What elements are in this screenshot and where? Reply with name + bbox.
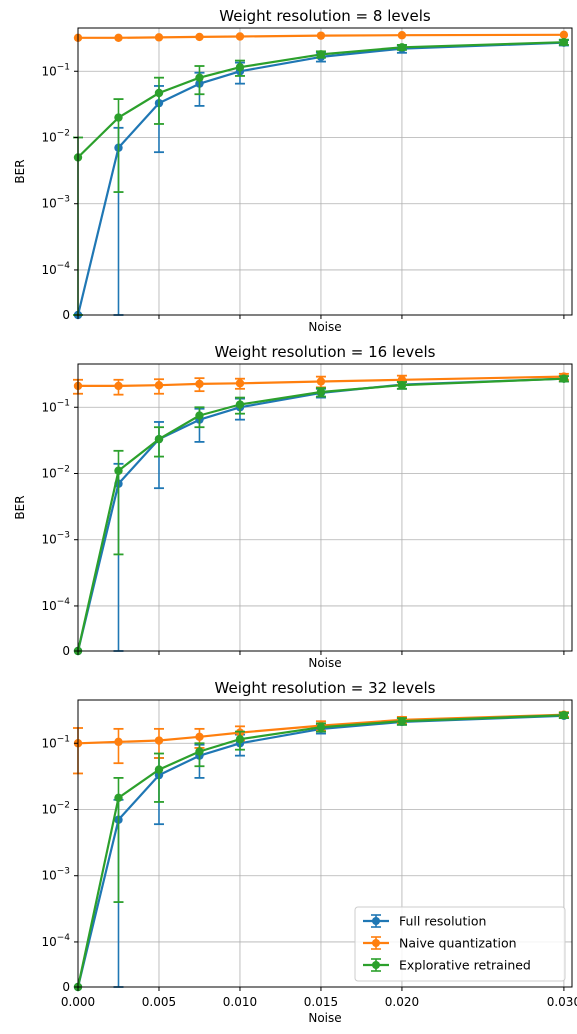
series-naive-quantization — [73, 372, 569, 396]
data-point — [316, 377, 326, 386]
y-axis-label: BER — [13, 495, 27, 519]
chart-panel-2: 0 10−4 10−3 10−2 10−1 Weight resolution = 16 … — [13, 343, 573, 670]
y-tick-label: 10−4 — [41, 933, 70, 949]
data-point — [235, 735, 245, 744]
axes-frame — [77, 363, 573, 652]
y-tick-label: 0 — [62, 308, 70, 322]
data-point — [114, 381, 123, 391]
data-point — [195, 73, 204, 82]
y-tick-label: 10−3 — [41, 531, 70, 547]
series-line — [78, 33, 564, 39]
legend-label: Explorative retrained — [399, 958, 531, 973]
y-tick-label: 0 — [62, 980, 70, 994]
x-tick-label: 0.030 — [547, 995, 577, 1009]
series-full-resolution — [73, 374, 569, 656]
y-tick-label: 10−3 — [41, 867, 70, 883]
legend: Full resolution Naive quantization Explora… — [354, 906, 566, 982]
y-tick-label: 10−2 — [41, 464, 70, 480]
data-point — [154, 381, 164, 390]
data-point — [235, 400, 245, 409]
data-point — [154, 765, 164, 774]
axes-frame — [77, 27, 573, 316]
x-tick-label: 0.000 — [61, 995, 95, 1009]
data-point — [114, 466, 123, 475]
legend-label: Naive quantization — [399, 936, 517, 951]
data-point — [195, 32, 204, 42]
series-line — [77, 41, 564, 159]
y-tick-label: 10−4 — [41, 261, 70, 277]
series-explorative-retrained — [73, 711, 569, 992]
data-point — [397, 717, 407, 726]
chart-panel-1: 0 10−4 10−3 10−2 10−1 Weight resolution = 8 l… — [13, 7, 573, 334]
chart-title: Weight resolution = 8 levels — [219, 7, 431, 25]
y-tick-label: 10−1 — [41, 62, 70, 78]
y-tick-label: 0 — [62, 644, 70, 658]
y-tick-label: 10−1 — [41, 398, 70, 414]
data-point — [235, 63, 245, 72]
data-point — [195, 732, 204, 742]
y-tick-label: 10−4 — [41, 597, 70, 613]
data-point — [154, 736, 164, 745]
legend-box — [354, 906, 566, 982]
series-line — [77, 713, 564, 745]
series-explorative-retrained — [73, 374, 569, 656]
data-point — [114, 113, 123, 122]
y-tick-label: 10−2 — [41, 128, 70, 144]
legend-item: Explorative retrained — [363, 958, 531, 973]
data-point — [195, 411, 204, 420]
y-axis-label: BER — [13, 159, 27, 183]
data-point — [114, 737, 123, 747]
legend-marker — [372, 917, 380, 925]
legend-item: Naive quantization — [363, 936, 517, 951]
axes-frame — [77, 699, 573, 988]
x-axis-label: Noise — [308, 320, 341, 334]
chart-title: Weight resolution = 32 levels — [215, 679, 436, 697]
chart-title: Weight resolution = 16 levels — [215, 343, 436, 361]
data-point — [397, 381, 407, 390]
x-axis-label: Noise — [308, 1011, 341, 1025]
legend-item: Full resolution — [363, 914, 486, 929]
y-tick-label: 10−3 — [41, 195, 70, 211]
x-tick-label: 0.005 — [142, 995, 176, 1009]
data-point — [559, 30, 569, 40]
chart-panel-3: 0.000 0.005 0.010 0.015 0.020 0.030 0 10−4 10−3 1… — [41, 679, 577, 1025]
data-point — [195, 379, 204, 389]
data-point — [559, 37, 569, 47]
data-point — [316, 387, 326, 397]
series-line — [76, 41, 564, 316]
x-tick-label: 0.020 — [385, 995, 419, 1009]
data-point — [195, 747, 204, 756]
data-point — [397, 31, 407, 40]
series-full-resolution — [73, 38, 569, 320]
data-point — [316, 722, 326, 732]
data-point — [235, 32, 245, 41]
data-point — [559, 711, 569, 720]
data-point — [114, 793, 123, 803]
series-line — [76, 377, 564, 652]
y-tick-label: 10−1 — [41, 734, 70, 750]
x-tick-label: 0.010 — [223, 995, 257, 1009]
y-tick-label: 10−2 — [41, 800, 70, 816]
legend-marker — [372, 939, 380, 947]
data-point — [316, 50, 326, 59]
data-point — [397, 43, 407, 52]
x-tick-label: 0.015 — [304, 995, 338, 1009]
data-point — [154, 434, 164, 444]
x-axis-label: Noise — [308, 656, 341, 670]
data-point — [559, 374, 569, 383]
data-point — [114, 33, 123, 43]
data-point — [154, 88, 164, 98]
data-point — [154, 33, 164, 42]
legend-label: Full resolution — [399, 914, 486, 929]
legend-marker — [372, 961, 380, 969]
data-point — [235, 379, 245, 388]
series-line — [76, 714, 564, 988]
series-line — [78, 375, 564, 387]
data-point — [316, 31, 326, 40]
